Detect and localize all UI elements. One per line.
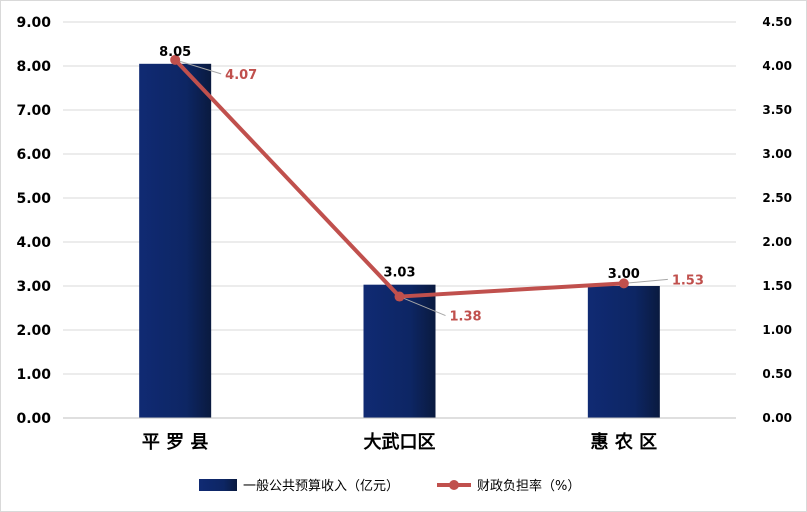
line-marker	[618, 278, 629, 289]
legend-bar-label: 一般公共预算收入（亿元）	[243, 478, 399, 494]
bar	[139, 63, 212, 419]
x-category-label: 平 罗 县	[142, 432, 209, 453]
line-path	[173, 57, 626, 299]
y-left-tick-label: 4.00	[16, 235, 51, 251]
y-left-tick-label: 5.00	[16, 191, 51, 207]
y-left-tick-label: 0.00	[16, 411, 51, 427]
x-category-label: 大武口区	[364, 431, 436, 453]
y-left-tick-label: 6.00	[16, 147, 51, 163]
y-right-tick-label: 2.00	[762, 235, 792, 249]
data-labels: 8.05 3.03 3.00 4.07 1.38 1.53	[159, 45, 704, 325]
y-left-tick-label: 7.00	[16, 103, 51, 119]
label-leader-line	[175, 59, 222, 75]
legend-bar-swatch	[199, 479, 237, 491]
bar-value-label: 3.03	[383, 266, 415, 281]
bar	[587, 286, 660, 418]
y-right-tick-label: 4.00	[762, 59, 792, 73]
y-right-tick-label: 0.50	[762, 367, 792, 381]
leader-lines	[175, 59, 668, 317]
legend-line-label: 财政负担率（%）	[477, 478, 580, 494]
bar	[363, 284, 436, 418]
axes: 0.00 1.00 2.00 3.00 4.00 5.00 6.00 7.00 8.00 9.00…	[16, 15, 792, 453]
bar-value-label: 8.05	[159, 45, 191, 60]
y-left-tick-label: 8.00	[16, 59, 51, 75]
line-value-label: 1.38	[450, 310, 482, 325]
y-right-tick-label: 1.50	[762, 279, 792, 293]
line-marker	[170, 54, 181, 65]
y-left-tick-label: 1.00	[16, 367, 51, 383]
bars	[139, 63, 660, 419]
y-right-tick-label: 3.50	[762, 103, 792, 117]
y-right-tick-label: 4.50	[762, 15, 792, 29]
x-category-label: 惠 农 区	[591, 431, 658, 453]
y-right-tick-label: 2.50	[762, 191, 792, 205]
line-series	[170, 54, 629, 302]
line-marker	[394, 291, 405, 302]
y-right-tick-label: 1.00	[762, 323, 792, 337]
line-value-label: 1.53	[672, 273, 704, 288]
label-leader-line	[399, 296, 446, 317]
line-value-label: 4.07	[225, 68, 257, 83]
y-right-tick-label: 0.00	[762, 411, 792, 425]
label-leader-line	[623, 278, 668, 284]
legend: 一般公共预算收入（亿元） 财政负担率（%）	[199, 478, 580, 494]
y-left-tick-label: 3.00	[16, 279, 51, 295]
bar-value-label: 3.00	[608, 267, 640, 282]
y-left-tick-label: 2.00	[16, 323, 51, 339]
legend-line-marker	[449, 480, 459, 490]
y-left-tick-label: 9.00	[16, 15, 51, 31]
y-right-tick-label: 3.00	[762, 147, 792, 161]
